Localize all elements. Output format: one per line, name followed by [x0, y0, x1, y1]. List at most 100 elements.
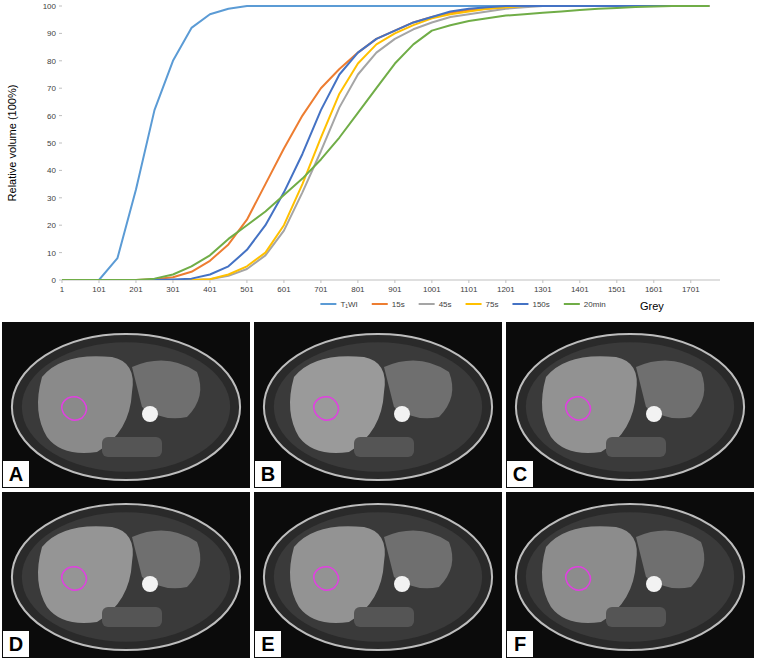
legend-label: T₁WI	[340, 300, 357, 309]
spine	[606, 437, 666, 457]
image-panel: A	[2, 322, 250, 488]
x-tick-label: 1501	[608, 285, 626, 294]
x-tick-label: 1001	[423, 285, 441, 294]
x-tick-label: 1601	[645, 285, 663, 294]
y-tick-label: 80	[47, 57, 56, 66]
x-tick-label: 1	[60, 285, 65, 294]
legend-item: T₁WI	[320, 300, 357, 309]
aorta	[646, 576, 662, 592]
y-tick	[59, 60, 62, 61]
x-tick-label: 201	[129, 285, 143, 294]
spine	[354, 607, 414, 627]
x-tick	[357, 280, 358, 283]
body-tissue	[274, 512, 482, 641]
aorta	[142, 576, 158, 592]
image-bg	[506, 322, 754, 488]
x-tick-label: 801	[351, 285, 365, 294]
body-outline	[264, 334, 492, 480]
image-panel: C	[506, 322, 754, 488]
image-panel: F	[506, 492, 754, 658]
body-outline	[516, 334, 744, 480]
y-tick-label: 0	[52, 276, 57, 285]
x-tick	[172, 280, 173, 283]
image-bg	[254, 322, 502, 488]
image-bg	[2, 492, 250, 658]
x-tick-label: 701	[314, 285, 328, 294]
x-tick	[320, 280, 321, 283]
panel-label: E	[261, 633, 274, 655]
panel-label: B	[261, 463, 275, 485]
x-tick-label: 1201	[497, 285, 515, 294]
roi-contour	[566, 567, 591, 591]
panel-label-box	[255, 461, 281, 487]
spine	[354, 437, 414, 457]
legend-swatch	[372, 303, 388, 305]
x-tick-label: 1101	[460, 285, 478, 294]
series-line	[62, 6, 709, 280]
body-tissue	[526, 512, 734, 641]
panel-label: C	[513, 463, 527, 485]
y-tick	[59, 225, 62, 226]
image-bg	[254, 492, 502, 658]
x-tick	[653, 280, 654, 283]
figure: 0102030405060708090100110120130140150160…	[0, 0, 757, 660]
roi-contour	[62, 567, 87, 591]
legend-item: 150s	[512, 300, 549, 309]
legend-item: 45s	[419, 300, 452, 309]
legend-item: 75s	[466, 300, 499, 309]
y-tick-label: 90	[47, 29, 56, 38]
image-bg	[506, 492, 754, 658]
y-tick-label: 100	[43, 2, 57, 11]
body-outline	[12, 334, 240, 480]
stomach	[132, 361, 200, 419]
aorta	[646, 406, 662, 422]
legend-label: 150s	[532, 300, 549, 309]
image-panel: B	[254, 322, 502, 488]
y-tick	[59, 88, 62, 89]
roi-contour	[314, 567, 339, 591]
x-tick	[505, 280, 506, 283]
body-tissue	[274, 342, 482, 471]
body-outline	[264, 504, 492, 650]
y-tick	[59, 170, 62, 171]
image-panel: D	[2, 492, 250, 658]
panel-label-box	[3, 631, 29, 657]
legend: T₁WI 15s 45s 75s 150s 20min	[320, 300, 605, 309]
spine	[102, 437, 162, 457]
stomach	[636, 361, 704, 419]
legend-label: 15s	[392, 300, 405, 309]
x-tick	[542, 280, 543, 283]
y-tick	[59, 197, 62, 198]
stomach	[384, 361, 452, 419]
y-tick	[59, 143, 62, 144]
x-axis-title: Grey	[640, 300, 664, 312]
x-tick	[579, 280, 580, 283]
x-tick-label: 1701	[682, 285, 700, 294]
x-tick-label: 401	[203, 285, 217, 294]
image-panel: E	[254, 492, 502, 658]
image-bg	[2, 322, 250, 488]
legend-label: 75s	[486, 300, 499, 309]
panel-label: F	[514, 633, 526, 655]
y-tick-label: 60	[47, 112, 56, 121]
legend-label: 20min	[584, 300, 606, 309]
x-tick-label: 1401	[571, 285, 589, 294]
panel-label-box	[507, 631, 533, 657]
x-tick-label: 501	[240, 285, 254, 294]
body-outline	[12, 504, 240, 650]
series-line	[62, 6, 709, 280]
aorta	[394, 406, 410, 422]
x-tick-label: 901	[388, 285, 402, 294]
y-tick-label: 70	[47, 84, 56, 93]
stomach	[636, 531, 704, 589]
spine	[606, 607, 666, 627]
roi-contour	[62, 397, 87, 421]
x-tick	[135, 280, 136, 283]
y-tick-label: 20	[47, 221, 56, 230]
body-tissue	[22, 342, 230, 471]
y-tick-label: 10	[47, 249, 56, 258]
x-tick	[394, 280, 395, 283]
aorta	[142, 406, 158, 422]
panel-label-box	[507, 461, 533, 487]
legend-item: 15s	[372, 300, 405, 309]
